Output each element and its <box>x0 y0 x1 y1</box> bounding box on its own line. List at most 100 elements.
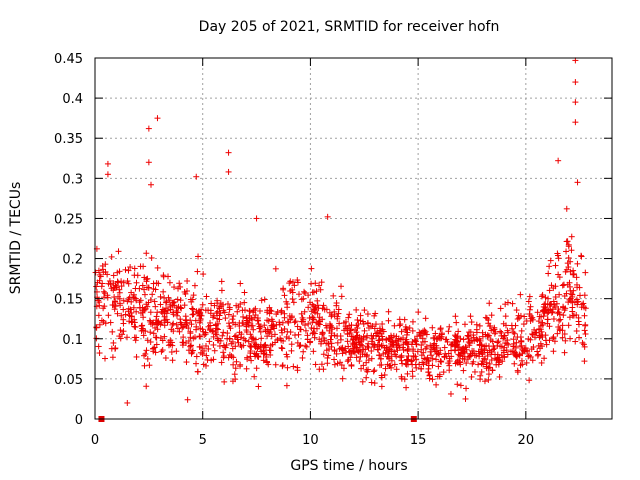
data-point <box>380 350 387 357</box>
data-point <box>298 310 305 317</box>
data-point <box>454 381 461 388</box>
data-point <box>521 313 528 320</box>
data-point <box>334 333 341 340</box>
data-point <box>570 267 577 274</box>
data-point <box>241 299 248 306</box>
data-point <box>553 300 560 307</box>
data-point <box>288 341 295 348</box>
data-point <box>124 278 131 285</box>
data-point <box>484 332 491 339</box>
data-point <box>486 360 493 367</box>
data-point <box>430 334 437 341</box>
data-point <box>299 314 306 321</box>
data-point <box>226 323 233 330</box>
data-point <box>190 292 197 299</box>
data-point <box>154 264 161 271</box>
data-point <box>378 383 385 390</box>
data-point <box>154 326 161 333</box>
data-point <box>388 357 395 364</box>
data-point <box>452 313 459 320</box>
data-point <box>318 279 325 286</box>
data-point <box>104 160 111 167</box>
data-point <box>485 371 492 378</box>
x-tick-label: 20 <box>518 433 535 448</box>
data-point <box>237 280 244 287</box>
data-point <box>502 322 509 329</box>
data-point <box>400 346 407 353</box>
data-point <box>422 315 429 322</box>
data-point <box>295 331 302 338</box>
data-point <box>374 346 381 353</box>
data-point <box>225 149 232 156</box>
data-point <box>427 348 434 355</box>
y-tick-label: 0.2 <box>62 253 83 268</box>
data-point <box>312 361 319 368</box>
data-point <box>363 334 370 341</box>
data-point <box>258 297 265 304</box>
data-point <box>552 262 559 269</box>
data-point <box>573 296 580 303</box>
data-point <box>187 317 194 324</box>
data-point <box>452 360 459 367</box>
data-point <box>548 309 555 316</box>
data-point <box>418 352 425 359</box>
data-point <box>542 307 549 314</box>
data-point <box>216 304 223 311</box>
data-point <box>265 330 272 337</box>
data-point <box>108 253 115 260</box>
data-point <box>209 328 216 335</box>
data-point <box>224 330 231 337</box>
data-point <box>196 343 203 350</box>
data-point <box>325 352 332 359</box>
data-point <box>301 322 308 329</box>
data-point <box>305 304 312 311</box>
data-point <box>358 365 365 372</box>
data-point <box>357 317 364 324</box>
data-point <box>153 313 160 320</box>
data-point <box>485 343 492 350</box>
data-point <box>348 362 355 369</box>
data-point <box>149 291 156 298</box>
data-point <box>232 376 239 383</box>
data-point <box>562 337 569 344</box>
data-point <box>369 335 376 342</box>
data-point <box>117 327 124 334</box>
data-point <box>174 325 181 332</box>
data-point <box>534 309 541 316</box>
data-point <box>318 340 325 347</box>
data-point <box>173 348 180 355</box>
data-point <box>376 333 383 340</box>
data-point <box>559 334 566 341</box>
data-point <box>279 345 286 352</box>
data-point <box>202 362 209 369</box>
data-point <box>345 343 352 350</box>
data-point <box>552 283 559 290</box>
data-point <box>160 288 167 295</box>
data-point <box>232 365 239 372</box>
data-point <box>220 307 227 314</box>
data-point <box>161 333 168 340</box>
data-point <box>518 327 525 334</box>
data-point <box>124 334 131 341</box>
data-point <box>252 305 259 312</box>
data-point <box>290 363 297 370</box>
data-point <box>476 335 483 342</box>
data-point <box>194 268 201 275</box>
data-point <box>109 328 116 335</box>
data-point <box>243 321 250 328</box>
data-point <box>110 287 117 294</box>
data-point <box>432 348 439 355</box>
data-point <box>531 334 538 341</box>
data-point <box>247 331 254 338</box>
data-point <box>581 358 588 365</box>
data-point <box>195 253 202 260</box>
data-point <box>463 385 470 392</box>
data-point <box>95 267 102 274</box>
data-point <box>312 280 319 287</box>
data-point <box>574 284 581 291</box>
data-point <box>385 354 392 361</box>
data-point <box>561 330 568 337</box>
data-point <box>174 296 181 303</box>
data-point <box>549 308 556 315</box>
